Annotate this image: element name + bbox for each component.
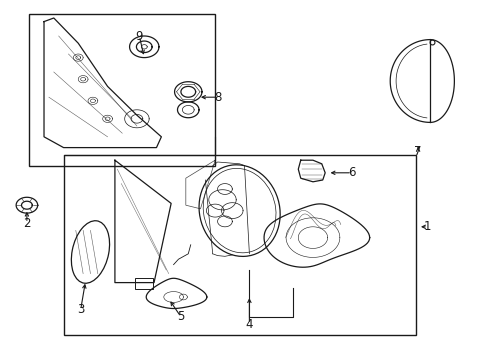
Bar — [29, 14, 215, 166]
Text: 6: 6 — [347, 166, 355, 179]
Bar — [63, 155, 415, 335]
Text: 3: 3 — [77, 303, 84, 316]
Text: 1: 1 — [423, 220, 431, 233]
Text: 7: 7 — [413, 145, 421, 158]
Text: 2: 2 — [23, 217, 31, 230]
Bar — [135, 278, 153, 289]
Text: 4: 4 — [245, 318, 253, 330]
Text: 9: 9 — [135, 30, 143, 42]
Text: 8: 8 — [213, 91, 221, 104]
Text: 5: 5 — [177, 310, 184, 323]
